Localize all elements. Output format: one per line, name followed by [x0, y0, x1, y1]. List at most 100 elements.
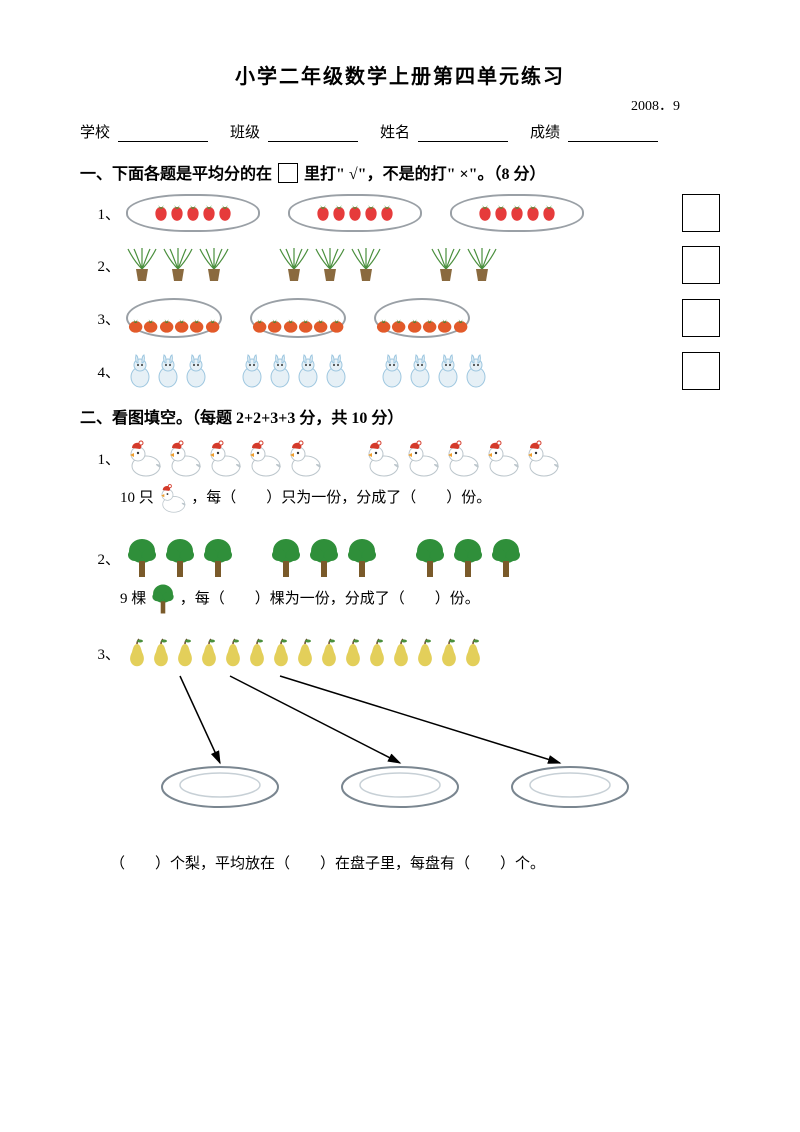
section1-heading-post: 里打" √"，不是的打" ×"。（8 分） [304, 166, 545, 183]
rabbit-icon [154, 353, 182, 389]
strawberry-icon [493, 203, 509, 223]
strawberry-icon [217, 203, 233, 223]
duck-icon [444, 438, 482, 478]
tree-group [126, 537, 234, 579]
label-school: 学校 [80, 121, 110, 142]
duck-icon [166, 438, 204, 478]
q-num: 2、 [80, 255, 126, 276]
tomato-icon [437, 316, 452, 334]
plant-icon [314, 247, 346, 283]
plant-icon [126, 247, 158, 283]
duck-icon [364, 438, 402, 478]
duck-icon [484, 438, 522, 478]
strawberry-icon [185, 203, 201, 223]
rabbit-icon [294, 353, 322, 389]
pear-icon [462, 638, 484, 668]
tomato-icon [376, 316, 391, 334]
answer-box[interactable] [682, 352, 720, 390]
q-num: 2、 [80, 548, 126, 569]
pear-icon [414, 638, 436, 668]
tomato-icon [283, 316, 298, 334]
strawberry-icon [509, 203, 525, 223]
s1-q3-row: 3、 [80, 298, 720, 338]
tomato-icon [422, 316, 437, 334]
answer-box[interactable] [682, 246, 720, 284]
pear-icon [342, 638, 364, 668]
strawberry-icon [379, 203, 395, 223]
answer-box[interactable] [682, 299, 720, 337]
strawberry-icon [331, 203, 347, 223]
strawberry-icon [169, 203, 185, 223]
s2-q3-dishes [120, 668, 720, 848]
blank-school[interactable] [118, 125, 208, 142]
tomato-icon [174, 316, 189, 334]
s1-q3-imgs [126, 298, 670, 338]
s2-q3-row: 3、 [80, 638, 720, 668]
s2-q1-mid: ，每（ ）只为一份，分成了（ ）份。 [191, 490, 491, 506]
answer-box[interactable] [682, 194, 720, 232]
s2-q2-pre: 9 棵 [120, 591, 146, 607]
strawberry-icon [315, 203, 331, 223]
label-class: 班级 [230, 121, 260, 142]
tree-icon [150, 583, 176, 615]
plant-group [278, 247, 382, 283]
section2-heading: 二、看图填空。（每题 2+2+3+3 分，共 10 分） [80, 404, 720, 428]
label-score: 成绩 [530, 121, 560, 142]
tomato-icon [298, 316, 313, 334]
s2-q3-imgs [126, 638, 720, 668]
plant-icon [466, 247, 498, 283]
blank-name[interactable] [418, 125, 508, 142]
pear-icon [390, 638, 412, 668]
plant-icon [198, 247, 230, 283]
s2-q1-imgs [126, 438, 720, 478]
tree-icon [308, 537, 340, 579]
label-name: 姓名 [380, 121, 410, 142]
plate-icon [288, 194, 422, 232]
dish-icon [510, 764, 630, 810]
s2-q1-pre: 10 只 [120, 490, 154, 506]
page-title: 小学二年级数学上册第四单元练习 [80, 60, 720, 89]
s1-q4-imgs [126, 353, 670, 389]
s2-q2-row: 2、 [80, 537, 720, 579]
strawberry-icon [541, 203, 557, 223]
strawberry-icon [363, 203, 379, 223]
s1-q1-row: 1、 [80, 194, 720, 232]
tree-icon [490, 537, 522, 579]
rabbit-icon [322, 353, 350, 389]
rabbit-icon [462, 353, 490, 389]
worksheet-page: 小学二年级数学上册第四单元练习 2008．9 学校 班级 姓名 成绩 一、下面各… [0, 0, 800, 1132]
pear-icon [150, 638, 172, 668]
pear-icon [438, 638, 460, 668]
pear-icon [246, 638, 268, 668]
s2-q2-imgs [126, 537, 720, 579]
pear-icon [198, 638, 220, 668]
plate-icon [126, 298, 222, 338]
plate-icon [374, 298, 470, 338]
s2-q1-row: 1、 [80, 438, 720, 478]
section1-heading-pre: 一、下面各题是平均分的在 [80, 166, 272, 183]
plate-icon [450, 194, 584, 232]
s1-q2-row: 2、 [80, 246, 720, 284]
tomato-icon [329, 316, 344, 334]
duck-group [364, 438, 562, 478]
duck-group [126, 438, 324, 478]
blank-class[interactable] [268, 125, 358, 142]
duck-icon [158, 482, 188, 514]
tomato-icon [189, 316, 204, 334]
plant-icon [278, 247, 310, 283]
tree-group [270, 537, 378, 579]
tree-icon [164, 537, 196, 579]
s1-q1-imgs [126, 194, 670, 232]
tomato-icon [453, 316, 468, 334]
blank-score[interactable] [568, 125, 658, 142]
rabbit-icon [434, 353, 462, 389]
dish-icon [340, 764, 460, 810]
rabbit-icon [126, 353, 154, 389]
duck-icon [126, 438, 164, 478]
meta-row: 学校 班级 姓名 成绩 [80, 121, 720, 142]
tomato-icon [159, 316, 174, 334]
section1-heading: 一、下面各题是平均分的在 里打" √"，不是的打" ×"。（8 分） [80, 160, 720, 184]
plant-group [126, 247, 230, 283]
pear-icon [126, 638, 148, 668]
rabbit-icon [406, 353, 434, 389]
